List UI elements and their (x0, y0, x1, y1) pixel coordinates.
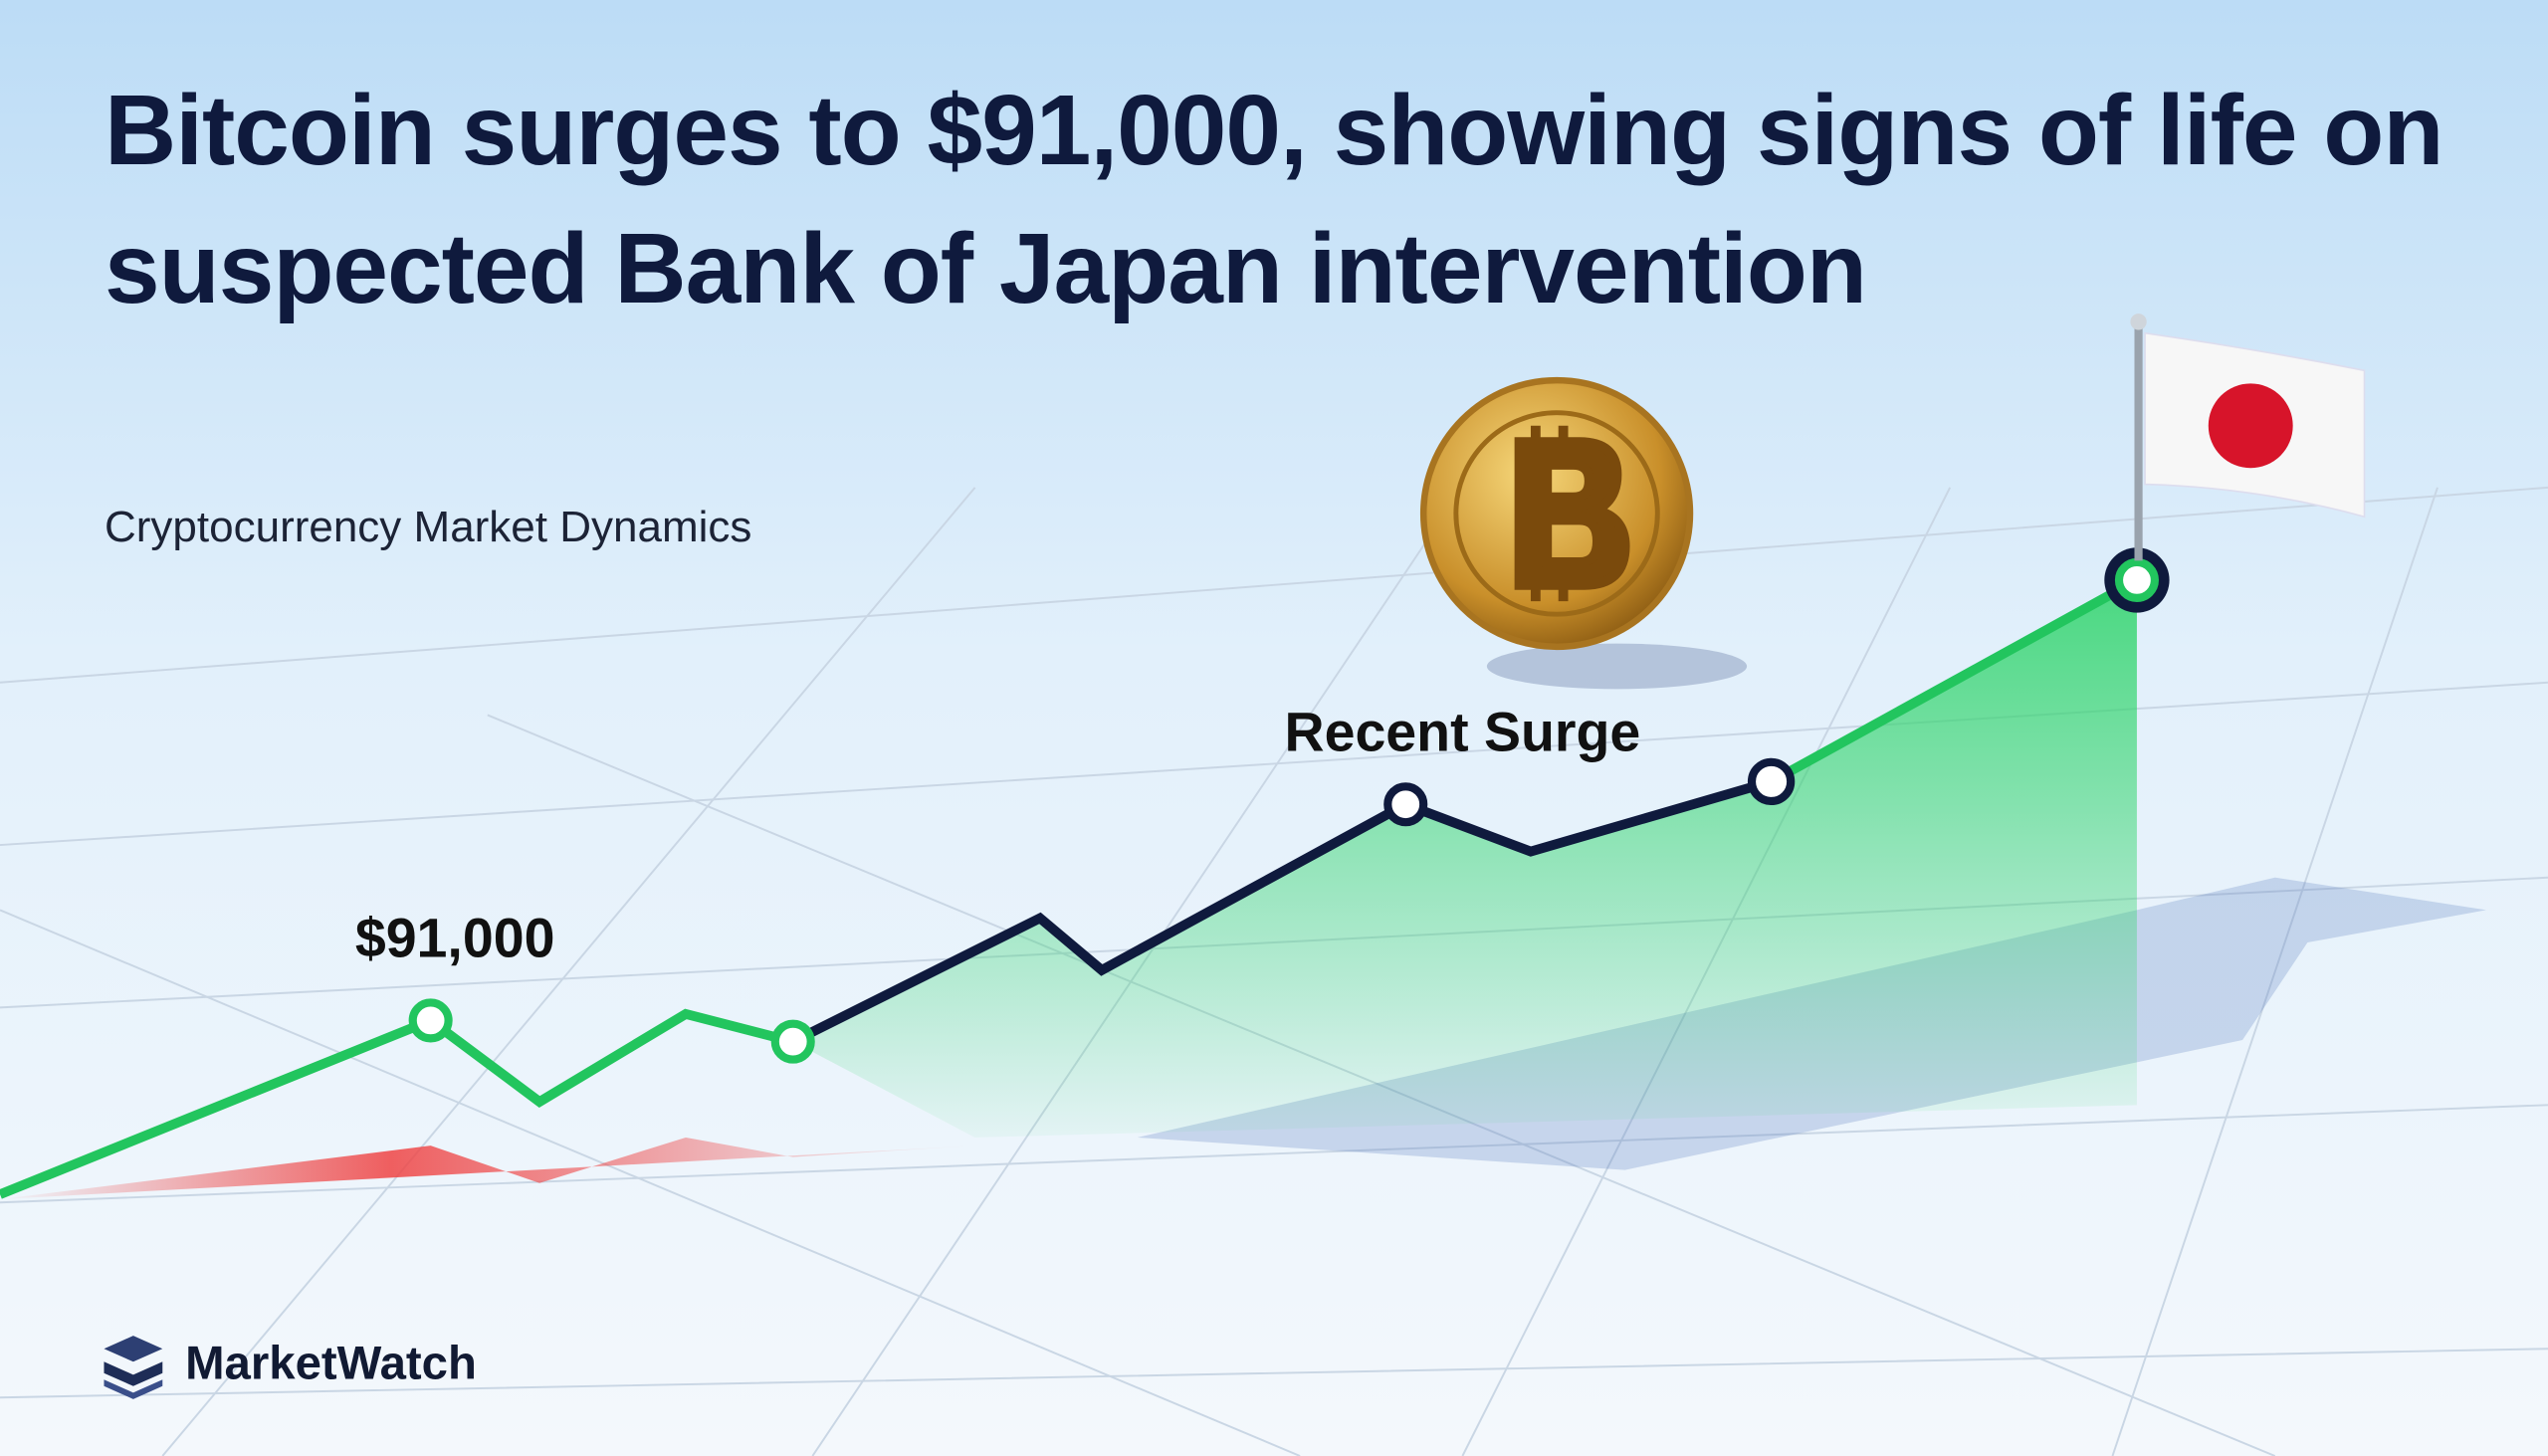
brand-name: MarketWatch (185, 1338, 477, 1390)
brand-logo (104, 1336, 163, 1399)
price-label: $91,000 (355, 908, 555, 969)
flag-sun (2208, 383, 2293, 469)
line-navy (790, 776, 1773, 1047)
line-green (0, 1008, 794, 1199)
headline: Bitcoin surges to $91,000, showing signs… (105, 75, 2443, 324)
line-green (1769, 575, 2140, 786)
bitcoin-glyph (1514, 425, 1630, 602)
coin-shadow (1486, 643, 1748, 690)
surge-label: Recent Surge (1285, 701, 1641, 762)
coin-rim (1453, 410, 1660, 617)
flag-pole-top (2130, 313, 2147, 330)
shadow-dip (0, 1137, 975, 1200)
subtitle: Cryptocurrency Market Dynamics (105, 503, 752, 551)
area-fill (792, 579, 2137, 1138)
markers (408, 547, 2170, 1064)
